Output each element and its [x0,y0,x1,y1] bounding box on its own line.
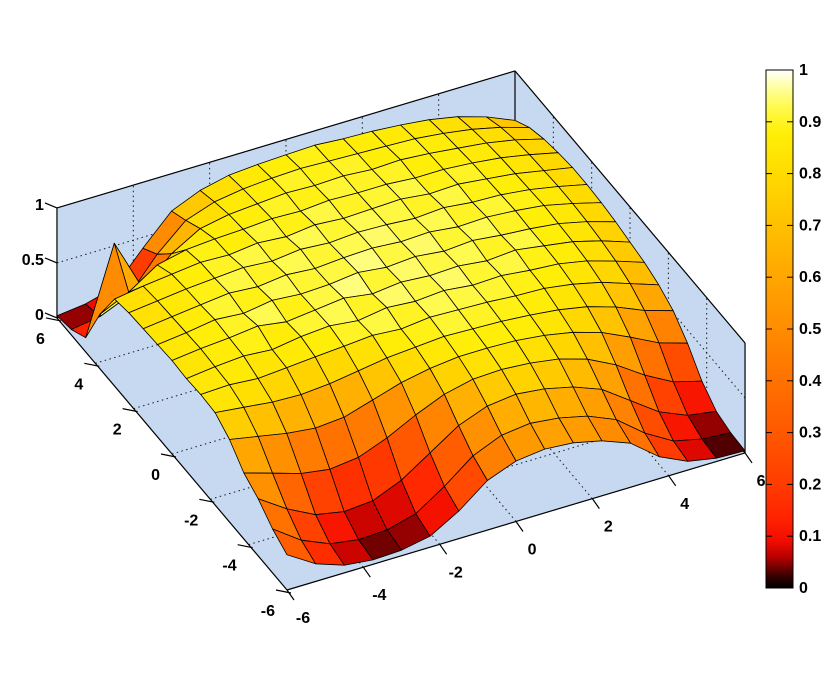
x-tick [286,589,295,601]
x-tick-label: 6 [757,473,766,490]
colorbar-tick-label: 0.6 [799,269,821,286]
colorbar-tick-label: 0.8 [799,166,821,183]
y-tick [45,317,62,322]
z-tick [44,257,58,264]
y-tick-label: -6 [261,603,275,620]
y-tick-label: 2 [113,422,122,439]
y-tick [199,498,215,503]
x-tick [668,475,677,487]
x-tick-label: -2 [449,564,463,581]
x-tick [362,566,371,578]
y-tick-label: 6 [36,331,45,348]
z-tick-label: 1 [35,197,44,214]
y-tick [122,408,138,413]
right-wall-gridline-z [514,125,746,399]
left-wall-gridline-z [56,125,516,264]
colorbar-tick-label: 0.2 [799,476,821,493]
y-tick-label: -4 [222,558,236,575]
y-axis-line [56,317,288,591]
x-tick-label: -6 [296,610,310,627]
x-tick [515,521,524,532]
x-tick-label: -4 [372,587,386,604]
axis-ticks [44,202,753,601]
z-tick-label: 0 [35,307,44,324]
colorbar: 0 0.1 0.2 0.3 0.4 0.5 0.6 0.7 0.8 0.9 1 [765,62,821,597]
right-wall-top-edge [514,70,746,344]
z-tick-label: 0.5 [22,252,44,269]
left-wall-top-edge [56,70,516,209]
z-tick [44,312,58,319]
z-tick [44,202,58,209]
floor-gridline-x [361,226,593,499]
colorbar-tick-label: 0.4 [799,373,821,390]
colorbar-tick-label: 0.7 [799,217,821,234]
surface-quad [272,528,317,565]
y-tick [84,362,100,367]
surface-mesh [56,116,746,566]
colorbar-tick-label: 0 [799,580,808,597]
colorbar-tick-label: 0.9 [799,114,821,131]
colorbar-tick-label: 0.1 [799,528,821,545]
colorbar-tick-label: 0.3 [799,425,821,442]
y-tick-label: 4 [74,376,83,393]
x-tick [744,452,753,464]
x-tick [439,543,448,555]
x-tick-label: 2 [604,519,613,536]
y-tick-label: -2 [184,512,198,529]
x-tick [591,498,600,509]
x-tick-label: 4 [680,496,689,513]
y-tick-label: 0 [151,467,160,484]
colorbar-tick-label: 1 [799,62,808,79]
colorbar-tick-label: 0.5 [799,321,821,338]
y-tick [275,589,292,594]
x-tick-label: 0 [528,541,537,558]
axis-tick-labels: -6 -4 -2 0 2 4 6 -6 -4 -2 0 2 4 6 0 0.5 1 [22,197,766,627]
y-tick [160,453,177,458]
y-tick [237,544,253,549]
